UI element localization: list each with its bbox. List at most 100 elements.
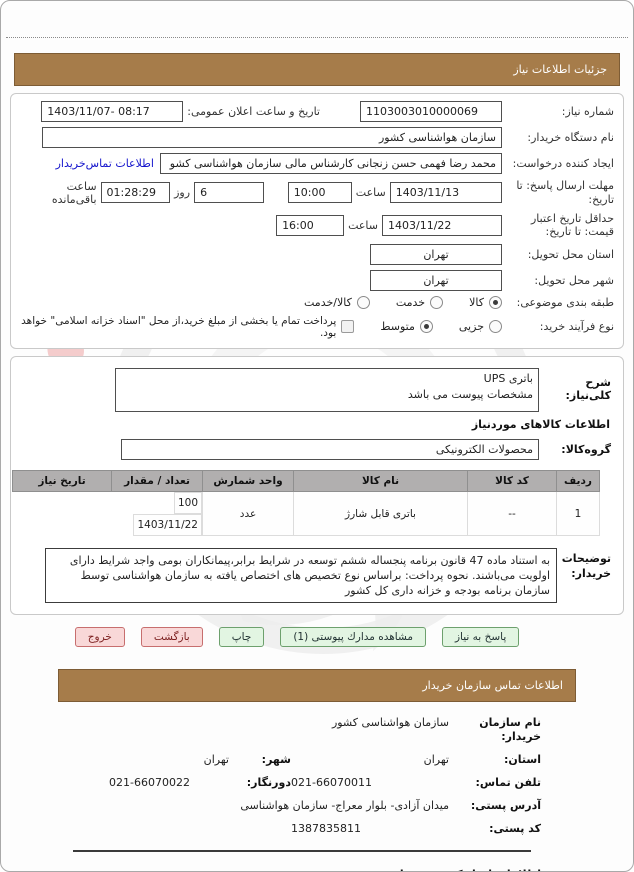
process-row: نوع فرآیند خرید: جزیی متوسط پرداخت تمام … bbox=[20, 315, 614, 339]
deadline-days: 6 bbox=[194, 182, 264, 204]
details-header-title: جزئیات اطلاعات نیاز bbox=[513, 63, 607, 76]
goods-group-row: گروه‌کالا: محصولات الکترونیکی bbox=[23, 438, 611, 460]
cell-qty: 100 bbox=[173, 491, 202, 514]
category-option-goods: کالا bbox=[469, 296, 502, 310]
org-name-value: سازمان هواشناسی کشور bbox=[331, 716, 449, 730]
city-label: شهر محل تحویل: bbox=[534, 273, 614, 287]
creator-info-heading-row: اطلاعات ایجاد کننده درخواست: bbox=[31, 868, 541, 871]
deadline-hour-label: ساعت bbox=[355, 186, 386, 200]
need-number-row: شماره نیاز: 1103003010000069 تاریخ و ساع… bbox=[20, 101, 614, 122]
org-name-label: نام سازمان خریدار: bbox=[479, 716, 541, 744]
need-info-panel: شماره نیاز: 1103003010000069 تاریخ و ساع… bbox=[10, 93, 624, 349]
remaining-timer: 01:28:29 bbox=[100, 182, 171, 204]
items-panel: شرح کلی‌نیاز: باتری UPS مشخصات پیوست می … bbox=[10, 355, 624, 616]
buyer-notes-row: توضیحات خریدار: به استناد ماده 47 قانون … bbox=[23, 548, 611, 604]
buyer-notes-label: توضیحات خریدار: bbox=[561, 552, 611, 580]
postal-code-label: کد پستی: bbox=[489, 822, 541, 836]
deadline-time: 10:00 bbox=[287, 182, 352, 204]
radio-goods-label: کالا bbox=[469, 296, 484, 310]
radio-service-icon[interactable] bbox=[430, 296, 444, 310]
category-option-goods-service: کالا/خدمت bbox=[304, 296, 370, 310]
address-row: آدرس پستی: میدان آزادی- بلوار معراج- ساز… bbox=[31, 799, 541, 813]
province-city-row: استان: تهران شهر: تهران bbox=[31, 753, 541, 767]
treasury-checkbox-option: پرداخت تمام یا بخشی از مبلغ خرید،از محل … bbox=[20, 314, 355, 339]
need-description-value: باتری UPS مشخصات پیوست می باشد bbox=[115, 367, 539, 412]
items-table-header-row: ردیف کد کالا نام کالا واحد شمارش تعداد /… bbox=[12, 469, 600, 492]
category-row: طبقه بندی موضوعی: کالا خدمت کالا/خدمت bbox=[20, 296, 614, 310]
province-row: استان محل تحویل: تهران bbox=[20, 244, 614, 265]
creator-info-heading: اطلاعات ایجاد کننده درخواست: bbox=[373, 868, 541, 871]
col-unit-header: واحد شمارش bbox=[202, 469, 294, 492]
radio-goods-icon[interactable] bbox=[489, 296, 502, 310]
reply-to-need-button[interactable]: پاسخ به نیاز bbox=[441, 627, 520, 648]
contact-city-value: تهران bbox=[203, 753, 229, 767]
print-button[interactable]: چاپ bbox=[218, 627, 265, 648]
creator-label: ایجاد کننده درخواست: bbox=[512, 156, 614, 170]
buyer-org-value: سازمان هواشناسی کشور bbox=[42, 127, 502, 148]
cell-unit: عدد bbox=[202, 490, 294, 537]
cell-name: باتری قابل شارژ bbox=[293, 490, 468, 537]
buyer-org-row: نام دستگاه خریدار: سازمان هواشناسی کشور bbox=[20, 127, 614, 148]
radio-goods-service-icon[interactable] bbox=[356, 296, 370, 310]
price-validity-row: حداقل تاریخ اعتبار قیمت: تا تاریخ: 1403/… bbox=[20, 212, 614, 240]
cell-row: 1 bbox=[556, 490, 600, 537]
org-name-row: نام سازمان خریدار: سازمان هواشناسی کشور bbox=[31, 716, 541, 744]
need-description-label: شرح کلی‌نیاز: bbox=[565, 375, 612, 402]
price-validity-time: 16:00 bbox=[276, 214, 345, 236]
phone-fax-row: تلفن تماس: 021-66070011 دورنگار: 021-660… bbox=[31, 776, 541, 790]
postal-code-value: 1387835811 bbox=[291, 822, 361, 836]
city-row: شهر محل تحویل: تهران bbox=[20, 270, 614, 291]
goods-group-value: محصولات الکترونیکی bbox=[121, 438, 539, 460]
deadline-day-label: روز bbox=[174, 186, 191, 200]
contact-divider bbox=[73, 850, 531, 853]
view-attachments-button[interactable]: مشاهده مدارك پیوستی (1) bbox=[280, 627, 426, 648]
contact-province-label: استان: bbox=[504, 753, 541, 767]
buyer-contact-section: نام سازمان خریدار: سازمان هواشناسی کشور … bbox=[31, 716, 541, 871]
items-table: ردیف کد کالا نام کالا واحد شمارش تعداد /… bbox=[12, 469, 600, 537]
radio-medium-label: متوسط bbox=[380, 320, 415, 334]
announce-label: تاریخ و ساعت اعلان عمومی: bbox=[187, 105, 320, 118]
contact-header-title: اطلاعات تماس سازمان خریدار bbox=[422, 679, 563, 693]
radio-minor-icon[interactable] bbox=[489, 320, 502, 334]
contact-province-value: تهران bbox=[423, 753, 449, 767]
action-buttons-row: پاسخ به نیاز مشاهده مدارك پیوستی (1) چاپ… bbox=[1, 627, 593, 648]
price-validity-hour-label: ساعت bbox=[348, 218, 378, 232]
category-label: طبقه بندی موضوعی: bbox=[516, 296, 614, 309]
details-header-bar: جزئیات اطلاعات نیاز bbox=[14, 53, 620, 86]
need-description-line2: مشخصات پیوست می باشد bbox=[407, 387, 533, 401]
creator-row: ایجاد کننده درخواست: محمد رضا فهمی حسن ز… bbox=[20, 153, 614, 174]
treasury-checkbox-label: پرداخت تمام یا بخشی از مبلغ خرید،از محل … bbox=[21, 314, 337, 339]
contact-phone-value: 021-66070011 bbox=[291, 776, 372, 790]
deadline-label: مهلت ارسال پاسخ: تا تاریخ: bbox=[516, 179, 614, 206]
price-validity-label: حداقل تاریخ اعتبار قیمت: تا تاریخ: bbox=[530, 211, 614, 239]
province-label: استان محل تحویل: bbox=[527, 247, 614, 261]
contact-header-bar: اطلاعات تماس سازمان خریدار bbox=[58, 669, 576, 703]
col-name-header: نام کالا bbox=[293, 469, 468, 492]
need-number-value: 1103003010000069 bbox=[360, 101, 502, 122]
process-option-minor: جزیی bbox=[459, 320, 502, 334]
back-button[interactable]: بازگشت bbox=[140, 627, 203, 648]
process-label: نوع فرآیند خرید: bbox=[539, 319, 614, 333]
address-value: میدان آزادی- بلوار معراج- سازمان هواشناس… bbox=[240, 799, 449, 813]
col-qty-header: تعداد / مقدار bbox=[111, 469, 203, 492]
deadline-row: مهلت ارسال پاسخ: تا تاریخ: 1403/11/13 سا… bbox=[20, 179, 614, 207]
creator-value: محمد رضا فهمی حسن زنجانی کارشناس مالی سا… bbox=[160, 153, 502, 174]
cell-date: 1403/11/22 bbox=[133, 513, 202, 536]
treasury-checkbox-icon[interactable] bbox=[341, 320, 355, 334]
buyer-contact-link[interactable]: اطلاعات تماس‌خریدار bbox=[55, 157, 154, 170]
price-validity-date: 1403/11/22 bbox=[382, 214, 502, 236]
radio-service-label: خدمت bbox=[395, 296, 426, 310]
buyer-notes-value: به استناد ماده 47 قانون برنامه پنجساله ش… bbox=[45, 548, 557, 604]
col-code-header: کد کالا bbox=[467, 469, 557, 492]
radio-medium-icon[interactable] bbox=[419, 320, 433, 334]
table-row: 1 -- باتری قابل شارژ عدد 100 1403/11/22 bbox=[13, 490, 600, 537]
exit-button[interactable]: خروج bbox=[74, 627, 125, 648]
need-description-line1: باتری UPS bbox=[483, 371, 533, 385]
category-option-service: خدمت bbox=[395, 296, 444, 310]
col-date-header: تاریخ نیاز bbox=[12, 469, 112, 492]
remaining-label: ساعت باقی‌مانده bbox=[51, 179, 97, 206]
col-row-header: ردیف bbox=[556, 469, 600, 492]
contact-phone-label: تلفن تماس: bbox=[475, 776, 541, 790]
need-number-label: شماره نیاز: bbox=[561, 104, 614, 118]
